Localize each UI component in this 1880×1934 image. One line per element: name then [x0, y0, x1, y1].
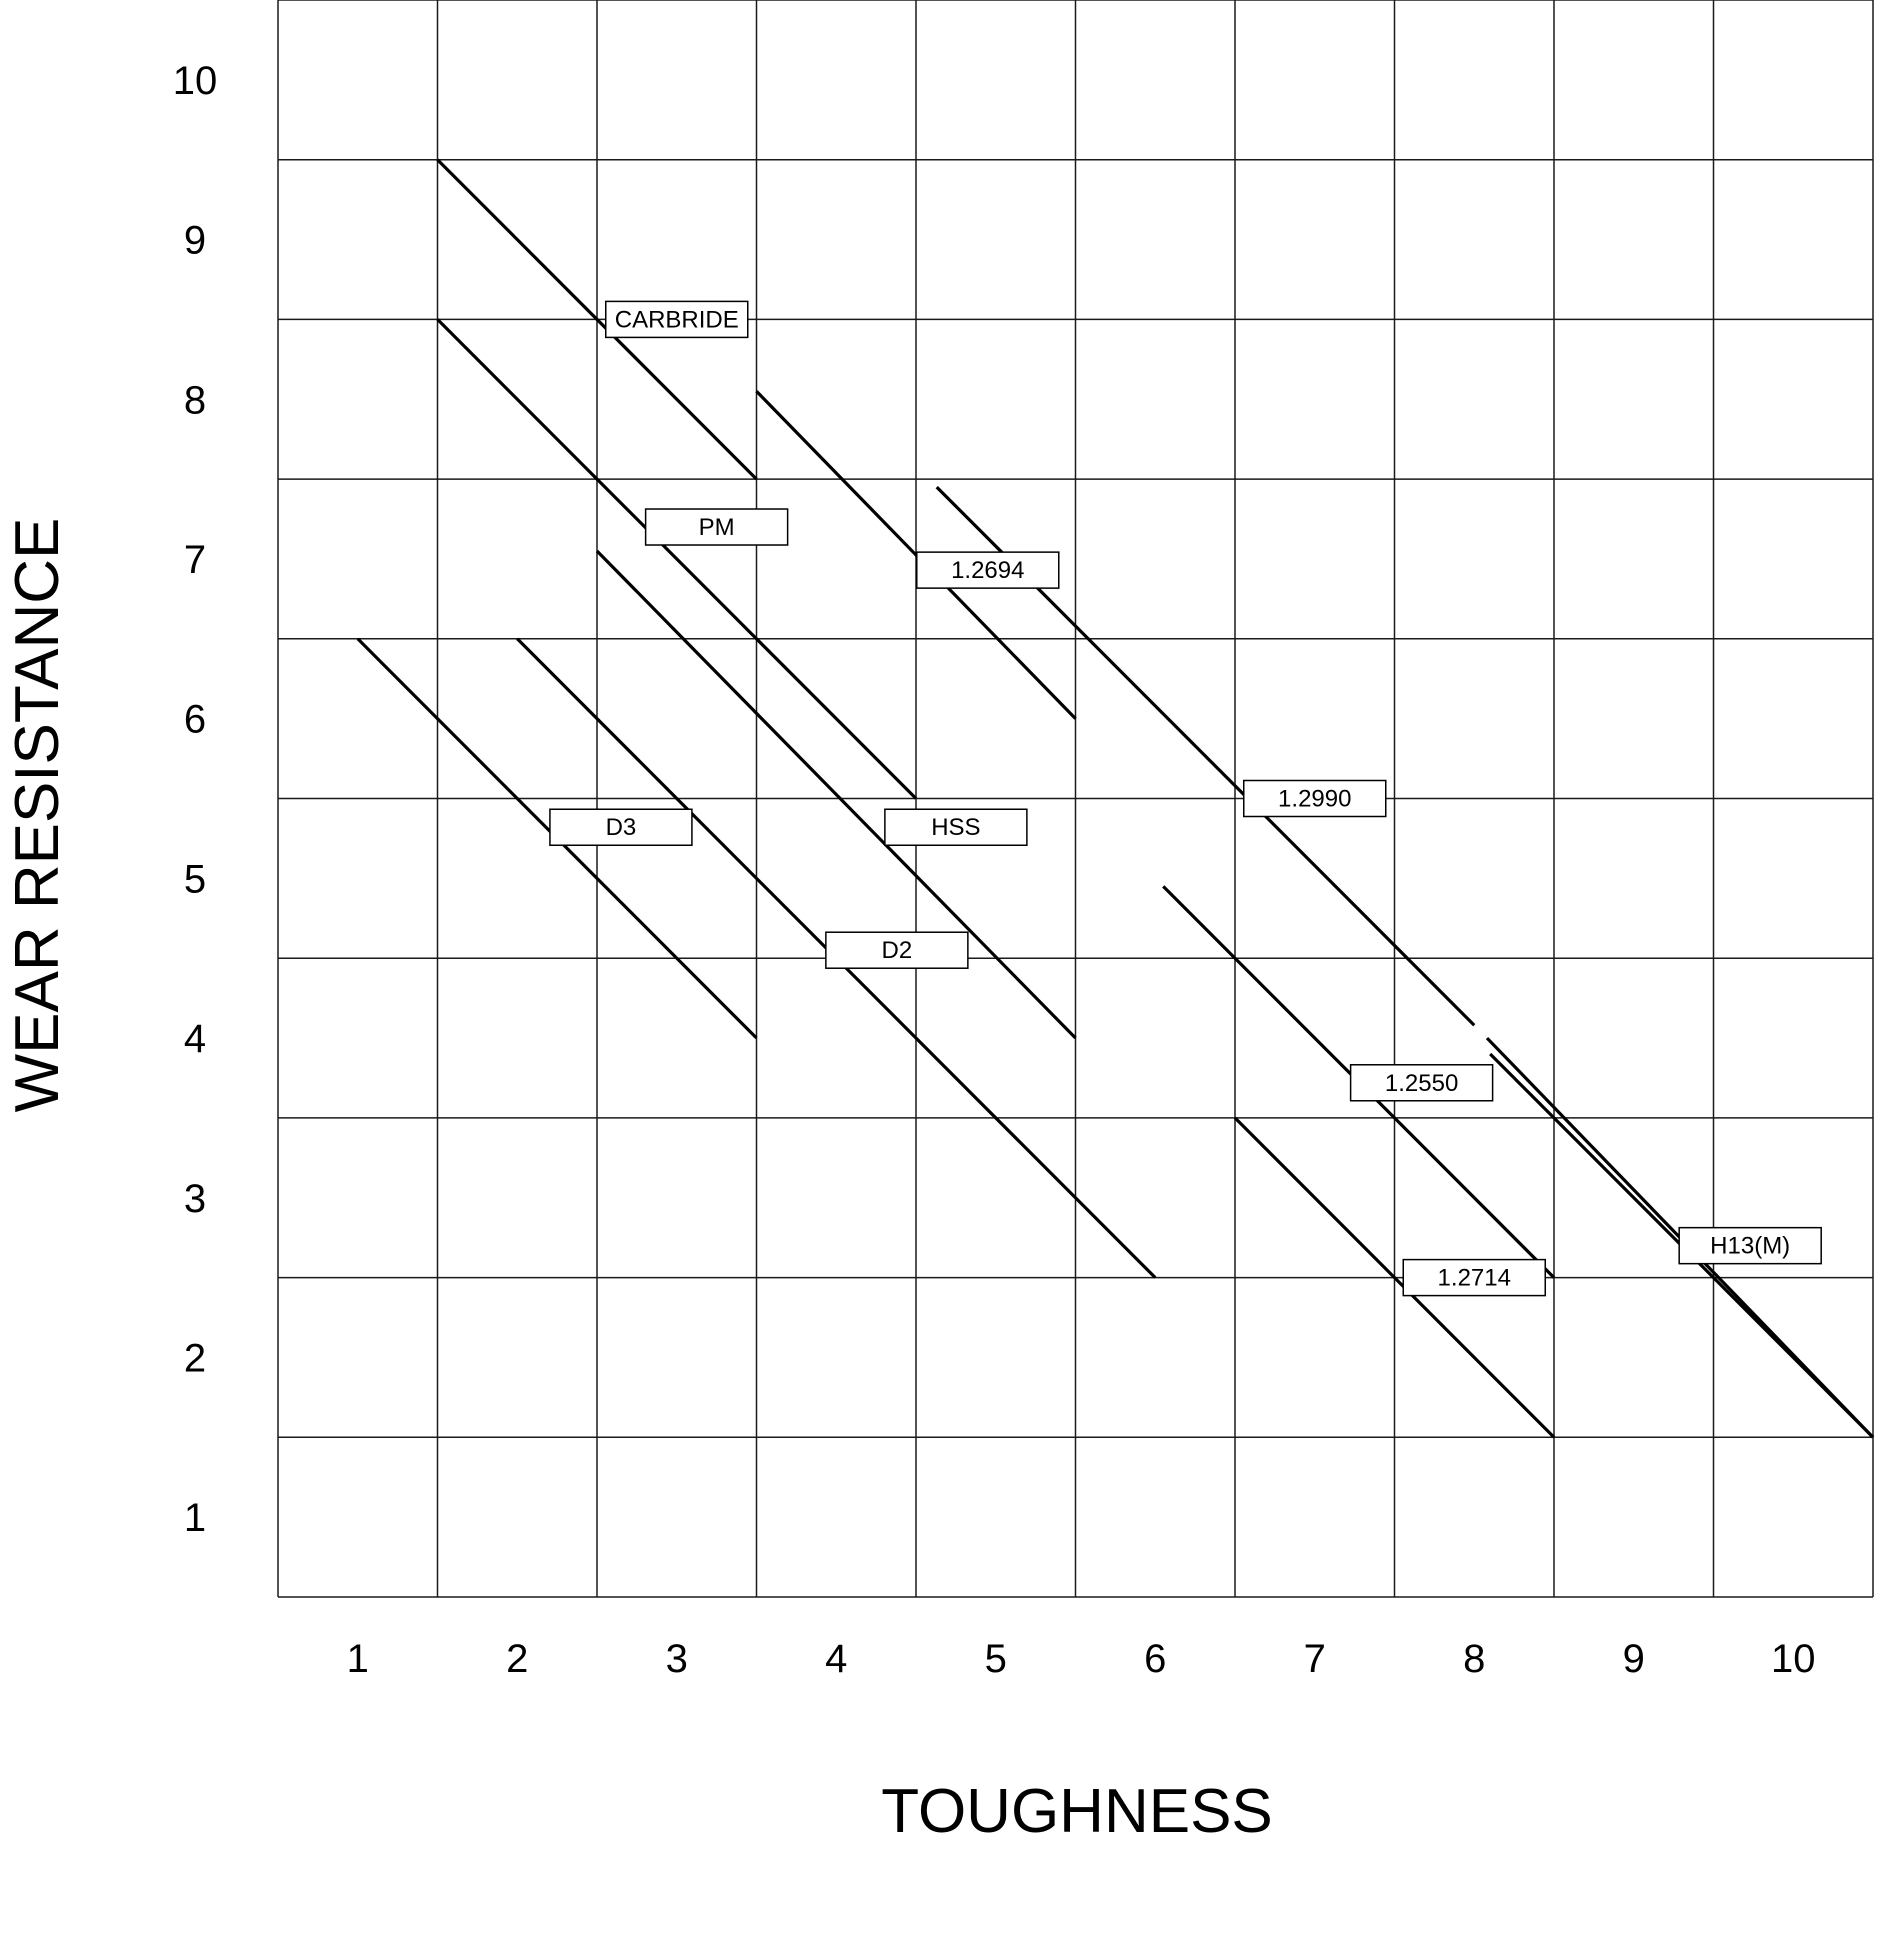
label-text: 1.2714 [1438, 1265, 1511, 1292]
y-tick-label: 8 [184, 378, 206, 422]
label-text: 1.2550 [1385, 1070, 1458, 1097]
series-label-hss: HSS [884, 808, 1028, 846]
y-tick-label: 4 [184, 1017, 206, 1061]
series-line-1-2714 [1233, 1116, 1556, 1439]
x-tick-label: 7 [1304, 1637, 1326, 1681]
label-box [1402, 1258, 1546, 1297]
x-tick-label: 5 [985, 1637, 1007, 1681]
label-text: 1.2990 [1278, 786, 1351, 813]
series-label-carbride: CARBRIDE [605, 300, 749, 339]
label-box [1243, 779, 1387, 818]
grid [277, 0, 1874, 1598]
x-tick-label: 10 [1771, 1637, 1816, 1681]
label-text: CARBRIDE [615, 306, 739, 333]
y-tick-label: 6 [184, 698, 206, 742]
y-tick-label: 2 [184, 1336, 206, 1380]
x-tick-label: 4 [825, 1637, 847, 1681]
label-text: D3 [606, 814, 637, 841]
series-line-1-2694 [755, 390, 1077, 720]
y-tick-label: 1 [184, 1496, 206, 1540]
x-tick-label: 6 [1144, 1637, 1166, 1681]
series-label-1-2990: 1.2990 [1243, 779, 1387, 818]
y-tick-label: 9 [184, 219, 206, 263]
label-box [825, 931, 969, 969]
label-box [884, 808, 1028, 846]
x-tick-label: 3 [666, 1637, 688, 1681]
label-box [1678, 1226, 1822, 1265]
series-line-pm [436, 318, 918, 800]
y-tick-label: 10 [173, 59, 218, 103]
series-labels: CARBRIDE PM 1.2694 1.2990 HSS D3 D2 1.2550 1.271… [549, 300, 1822, 1297]
series-label-1-2550: 1.2550 [1349, 1064, 1494, 1102]
series-label-pm: PM [644, 508, 789, 546]
label-box [916, 551, 1060, 589]
series-label-1-2714: 1.2714 [1402, 1258, 1546, 1297]
label-box [1349, 1064, 1494, 1102]
label-text: H13(M) [1710, 1233, 1790, 1260]
x-tick-label: 1 [347, 1637, 369, 1681]
label-text: HSS [931, 814, 980, 841]
x-axis-title: TOUGHNESS [881, 1777, 1273, 1846]
series-lines [356, 158, 1875, 1439]
series-line-hss [595, 549, 1077, 1040]
x-tick-label: 2 [506, 1637, 528, 1681]
series-label-h13-m: H13(M) [1678, 1226, 1822, 1265]
label-box [549, 808, 693, 846]
label-box [644, 508, 789, 546]
x-tick-label: 9 [1623, 1637, 1645, 1681]
series-line-carbride [436, 158, 758, 481]
label-text: 1.2694 [951, 557, 1024, 584]
y-tick-label: 3 [184, 1177, 206, 1221]
label-text: D2 [882, 937, 913, 964]
y-tick-label: 7 [184, 538, 206, 582]
x-tick-labels: 1 2 3 4 5 6 7 8 9 10 [347, 1637, 1816, 1681]
series-label-1-2694: 1.2694 [916, 551, 1060, 589]
label-text: PM [699, 514, 735, 541]
y-tick-label: 5 [184, 857, 206, 901]
series-label-d3: D3 [549, 808, 693, 846]
y-tick-labels: 1 2 3 4 5 6 7 8 9 10 [173, 59, 218, 1540]
series-label-d2: D2 [825, 931, 969, 969]
label-box [605, 300, 749, 339]
x-tick-label: 8 [1463, 1637, 1485, 1681]
y-axis-title: WEAR RESISTANCE [3, 518, 72, 1113]
